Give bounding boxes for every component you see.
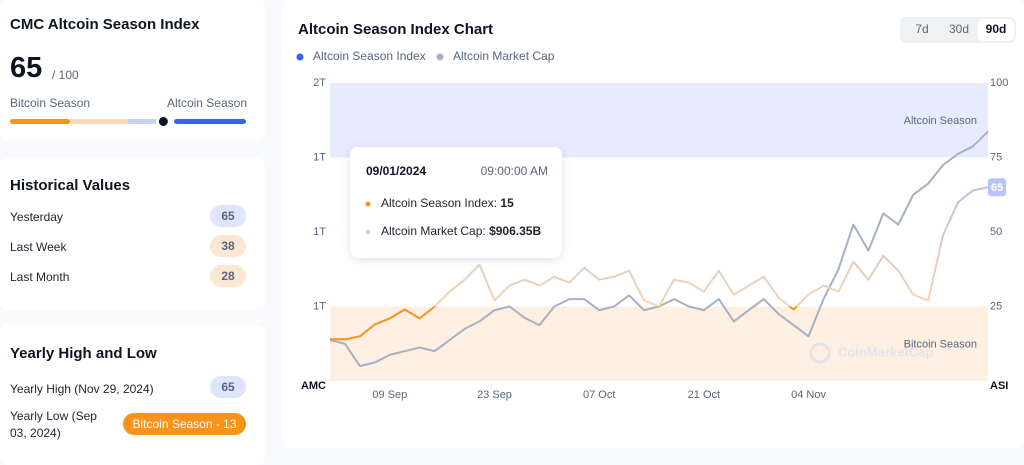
card-title: Historical Values	[10, 177, 131, 194]
value-pill: 65	[210, 376, 246, 398]
tooltip-row-label: Altcoin Market Cap:	[381, 224, 486, 238]
chart: Altcoin Season Index Chart 7d 30d 90d Altco…	[296, 17, 1016, 401]
watermark-logo	[809, 342, 831, 364]
chart-title: Altcoin Season Index Chart	[298, 21, 493, 38]
historical-card: Historical Values Yesterday 65 Last Week 38…	[0, 158, 265, 310]
y-tick-label: 2T	[313, 77, 326, 89]
index-value: 65	[10, 52, 43, 84]
y-tick-label: 1T	[313, 300, 326, 312]
value-pill: 65	[210, 205, 246, 227]
card-title: Yearly High and Low	[10, 345, 157, 362]
x-tick-label: 09 Sep	[372, 389, 407, 401]
tooltip-box	[350, 147, 562, 258]
row-label: Yearly High (Nov 29, 2024)	[10, 382, 154, 396]
range-active	[978, 19, 1014, 41]
range-button[interactable]: 30d	[949, 22, 969, 36]
row-label: Yesterday	[10, 210, 63, 224]
range-button[interactable]: 90d	[986, 22, 1007, 36]
y-tick-label: 1T	[313, 226, 326, 238]
tooltip-date: 09/01/2024	[366, 164, 426, 178]
last-value-label: 65	[991, 182, 1003, 194]
index-card: CMC Altcoin Season Index 65 / 100 Bitcoi…	[0, 0, 265, 140]
legend-dot	[296, 53, 304, 61]
series-line	[330, 186, 989, 341]
gauge-marker	[156, 115, 170, 128]
gauge-segment	[10, 119, 70, 124]
tooltip-row-value: 15	[500, 196, 514, 210]
tooltip-row: Altcoin Season Index: 15	[381, 196, 514, 210]
x-tick-label: 07 Oct	[583, 389, 615, 401]
page-body: CMC Altcoin Season Index 65 / 100 Bitcoi…	[0, 0, 1024, 448]
legend-label: Altcoin Market Cap	[453, 49, 555, 63]
value-pill: 38	[210, 235, 246, 257]
right-label: Altcoin Season	[166, 96, 247, 110]
watermark: CoinMarketCap	[838, 344, 933, 359]
band-label: Bitcoin Season	[904, 339, 977, 351]
row-label: Last Month	[10, 270, 70, 284]
tooltip-dot	[365, 229, 371, 235]
gauge-segment	[70, 119, 128, 124]
x-tick-label: 21 Oct	[688, 389, 720, 401]
y2-axis-label: ASI	[990, 380, 1008, 392]
tooltip-row-value: $906.35B	[489, 224, 541, 238]
row-label: Last Week	[10, 240, 67, 254]
y-tick-label: 1T	[313, 151, 326, 163]
page: Altcoin Season Index {"index_card": {"ti…	[0, 0, 1024, 448]
last-value-badge	[988, 178, 1006, 197]
y2-tick-label: 50	[990, 226, 1002, 238]
tooltip-time: 09:00:00 AM	[481, 164, 548, 178]
y2-tick-label: 25	[990, 300, 1002, 312]
legend-dot	[436, 53, 444, 61]
x-tick-label: 04 Nov	[791, 389, 826, 401]
gauge-segment	[128, 119, 156, 124]
value-pill: 28	[210, 265, 246, 287]
legend-label: Altcoin Season Index	[313, 49, 426, 63]
y2-tick-label: 100	[990, 77, 1008, 89]
tooltip-dot	[365, 201, 371, 207]
y2-tick-label: 75	[990, 151, 1002, 163]
tooltip-row: Altcoin Market Cap: $906.35B	[381, 224, 541, 238]
yearly-card: Yearly High and Low Yearly High (Nov 29,…	[0, 325, 265, 465]
range-button[interactable]: 7d	[915, 22, 928, 36]
gauge	[10, 115, 246, 128]
value-pill: Bitcoin Season - 13	[123, 413, 246, 435]
row-label: Yearly Low (Sep 03, 2024)	[10, 409, 97, 440]
x-tick-label: 23 Sep	[477, 389, 512, 401]
season-band	[330, 83, 988, 158]
gauge-segment	[174, 119, 246, 124]
tooltip-row-label: Altcoin Season Index:	[381, 196, 497, 210]
chart-card: Altcoin Season Index Chart 7d 30d 90d Altco…	[282, 0, 1024, 448]
band-label: Altcoin Season	[904, 115, 977, 127]
index-max: / 100	[52, 68, 79, 82]
y-axis-label: AMC	[301, 380, 326, 392]
card-title: CMC Altcoin Season Index	[10, 16, 200, 33]
season-band	[330, 306, 988, 381]
left-label: Bitcoin Season	[10, 96, 91, 110]
